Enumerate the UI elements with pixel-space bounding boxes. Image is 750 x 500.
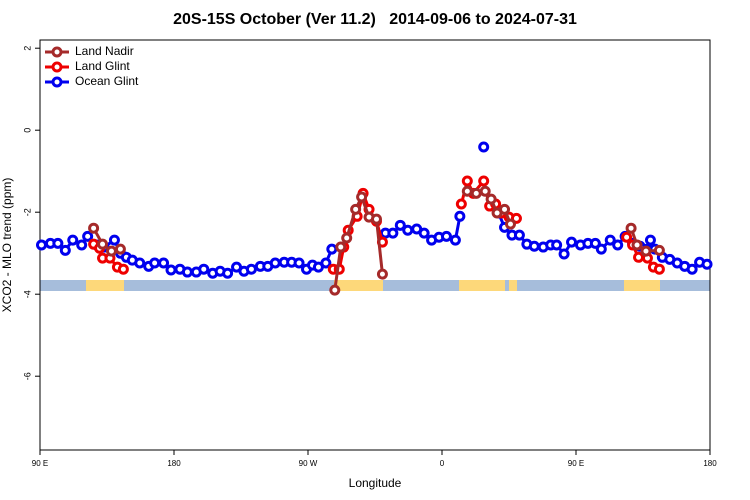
y-axis-label: XCO2 - MLO trend (ppm)	[0, 178, 14, 313]
land-strip	[86, 280, 124, 291]
data-point	[461, 185, 473, 197]
data-point	[551, 239, 563, 251]
series	[88, 185, 665, 296]
x-axis-label: Longitude	[349, 476, 402, 490]
legend-label: Ocean Glint	[75, 74, 139, 88]
data-point	[158, 257, 170, 269]
data-point	[485, 193, 497, 205]
land-strip	[459, 280, 505, 291]
data-point	[701, 258, 713, 270]
land-strip	[509, 280, 517, 291]
y-tick-label: -6	[22, 372, 32, 380]
data-point	[621, 231, 633, 243]
data-point	[320, 257, 332, 269]
y-tick-label: -2	[22, 208, 32, 216]
data-point	[653, 263, 665, 275]
data-point	[566, 236, 578, 248]
data-point	[149, 257, 161, 269]
data-point	[478, 175, 490, 187]
data-point	[604, 234, 616, 246]
x-tick-label: 90 E	[32, 459, 48, 468]
legend-marker	[51, 61, 63, 73]
data-point	[440, 230, 452, 242]
data-point	[686, 263, 698, 275]
data-point	[449, 234, 461, 246]
data-point	[181, 266, 193, 278]
data-point	[402, 224, 414, 236]
data-point	[528, 240, 540, 252]
data-point	[198, 263, 210, 275]
data-point	[269, 257, 281, 269]
x-tick-label: 180	[167, 459, 181, 468]
data-point	[513, 229, 525, 241]
data-point	[653, 244, 665, 256]
data-point	[454, 210, 466, 222]
data-point	[293, 257, 305, 269]
data-point	[67, 234, 79, 246]
data-point	[640, 245, 652, 257]
data-point	[88, 222, 100, 234]
data-point	[335, 241, 347, 253]
data-point	[376, 268, 388, 280]
legend-marker	[51, 76, 63, 88]
data-point	[326, 243, 338, 255]
data-point	[595, 243, 607, 255]
chart-title: 20S-15S October (Ver 11.2) 2014-09-06 to…	[173, 11, 577, 28]
data-point	[59, 244, 71, 256]
data-point	[222, 267, 234, 279]
data-point	[631, 239, 643, 251]
series-line	[92, 189, 660, 291]
x-tick-label: 90 W	[299, 459, 318, 468]
data-point	[558, 248, 570, 260]
x-tick-label: 0	[440, 459, 445, 468]
data-point	[478, 141, 490, 153]
data-point	[633, 251, 645, 263]
y-tick-label: 2	[22, 46, 32, 51]
data-point	[370, 213, 382, 225]
data-point	[114, 243, 126, 255]
data-point	[387, 227, 399, 239]
data-point	[245, 263, 257, 275]
land-strip	[334, 280, 383, 291]
data-point	[35, 239, 47, 251]
data-point	[455, 198, 467, 210]
land-sea-strip	[40, 280, 710, 291]
data-point	[356, 191, 368, 203]
series	[35, 141, 713, 279]
data-point	[108, 234, 120, 246]
data-point	[329, 284, 341, 296]
data-point	[499, 203, 511, 215]
legend-label: Land Nadir	[75, 44, 134, 58]
data-point	[134, 257, 146, 269]
data-point	[612, 239, 624, 251]
x-tick-label: 90 E	[568, 459, 584, 468]
y-tick-label: 0	[22, 128, 32, 133]
data-point	[418, 227, 430, 239]
data-point	[461, 175, 473, 187]
data-point	[504, 218, 516, 230]
data-point	[82, 230, 94, 242]
data-point	[52, 237, 64, 249]
y-tick-label: -4	[22, 290, 32, 298]
data-point	[479, 185, 491, 197]
data-point	[76, 239, 88, 251]
data-point	[644, 234, 656, 246]
data-point	[341, 232, 353, 244]
x-tick-label: 180	[703, 459, 717, 468]
data-point	[350, 203, 362, 215]
data-point	[625, 222, 637, 234]
data-point	[165, 264, 177, 276]
land-strip	[624, 280, 660, 291]
data-point	[117, 263, 129, 275]
data-point	[470, 187, 482, 199]
data-point	[105, 245, 117, 257]
legend-marker	[51, 46, 63, 58]
data-point	[394, 219, 406, 231]
data-point	[97, 238, 109, 250]
legend-label: Land Glint	[75, 59, 130, 73]
